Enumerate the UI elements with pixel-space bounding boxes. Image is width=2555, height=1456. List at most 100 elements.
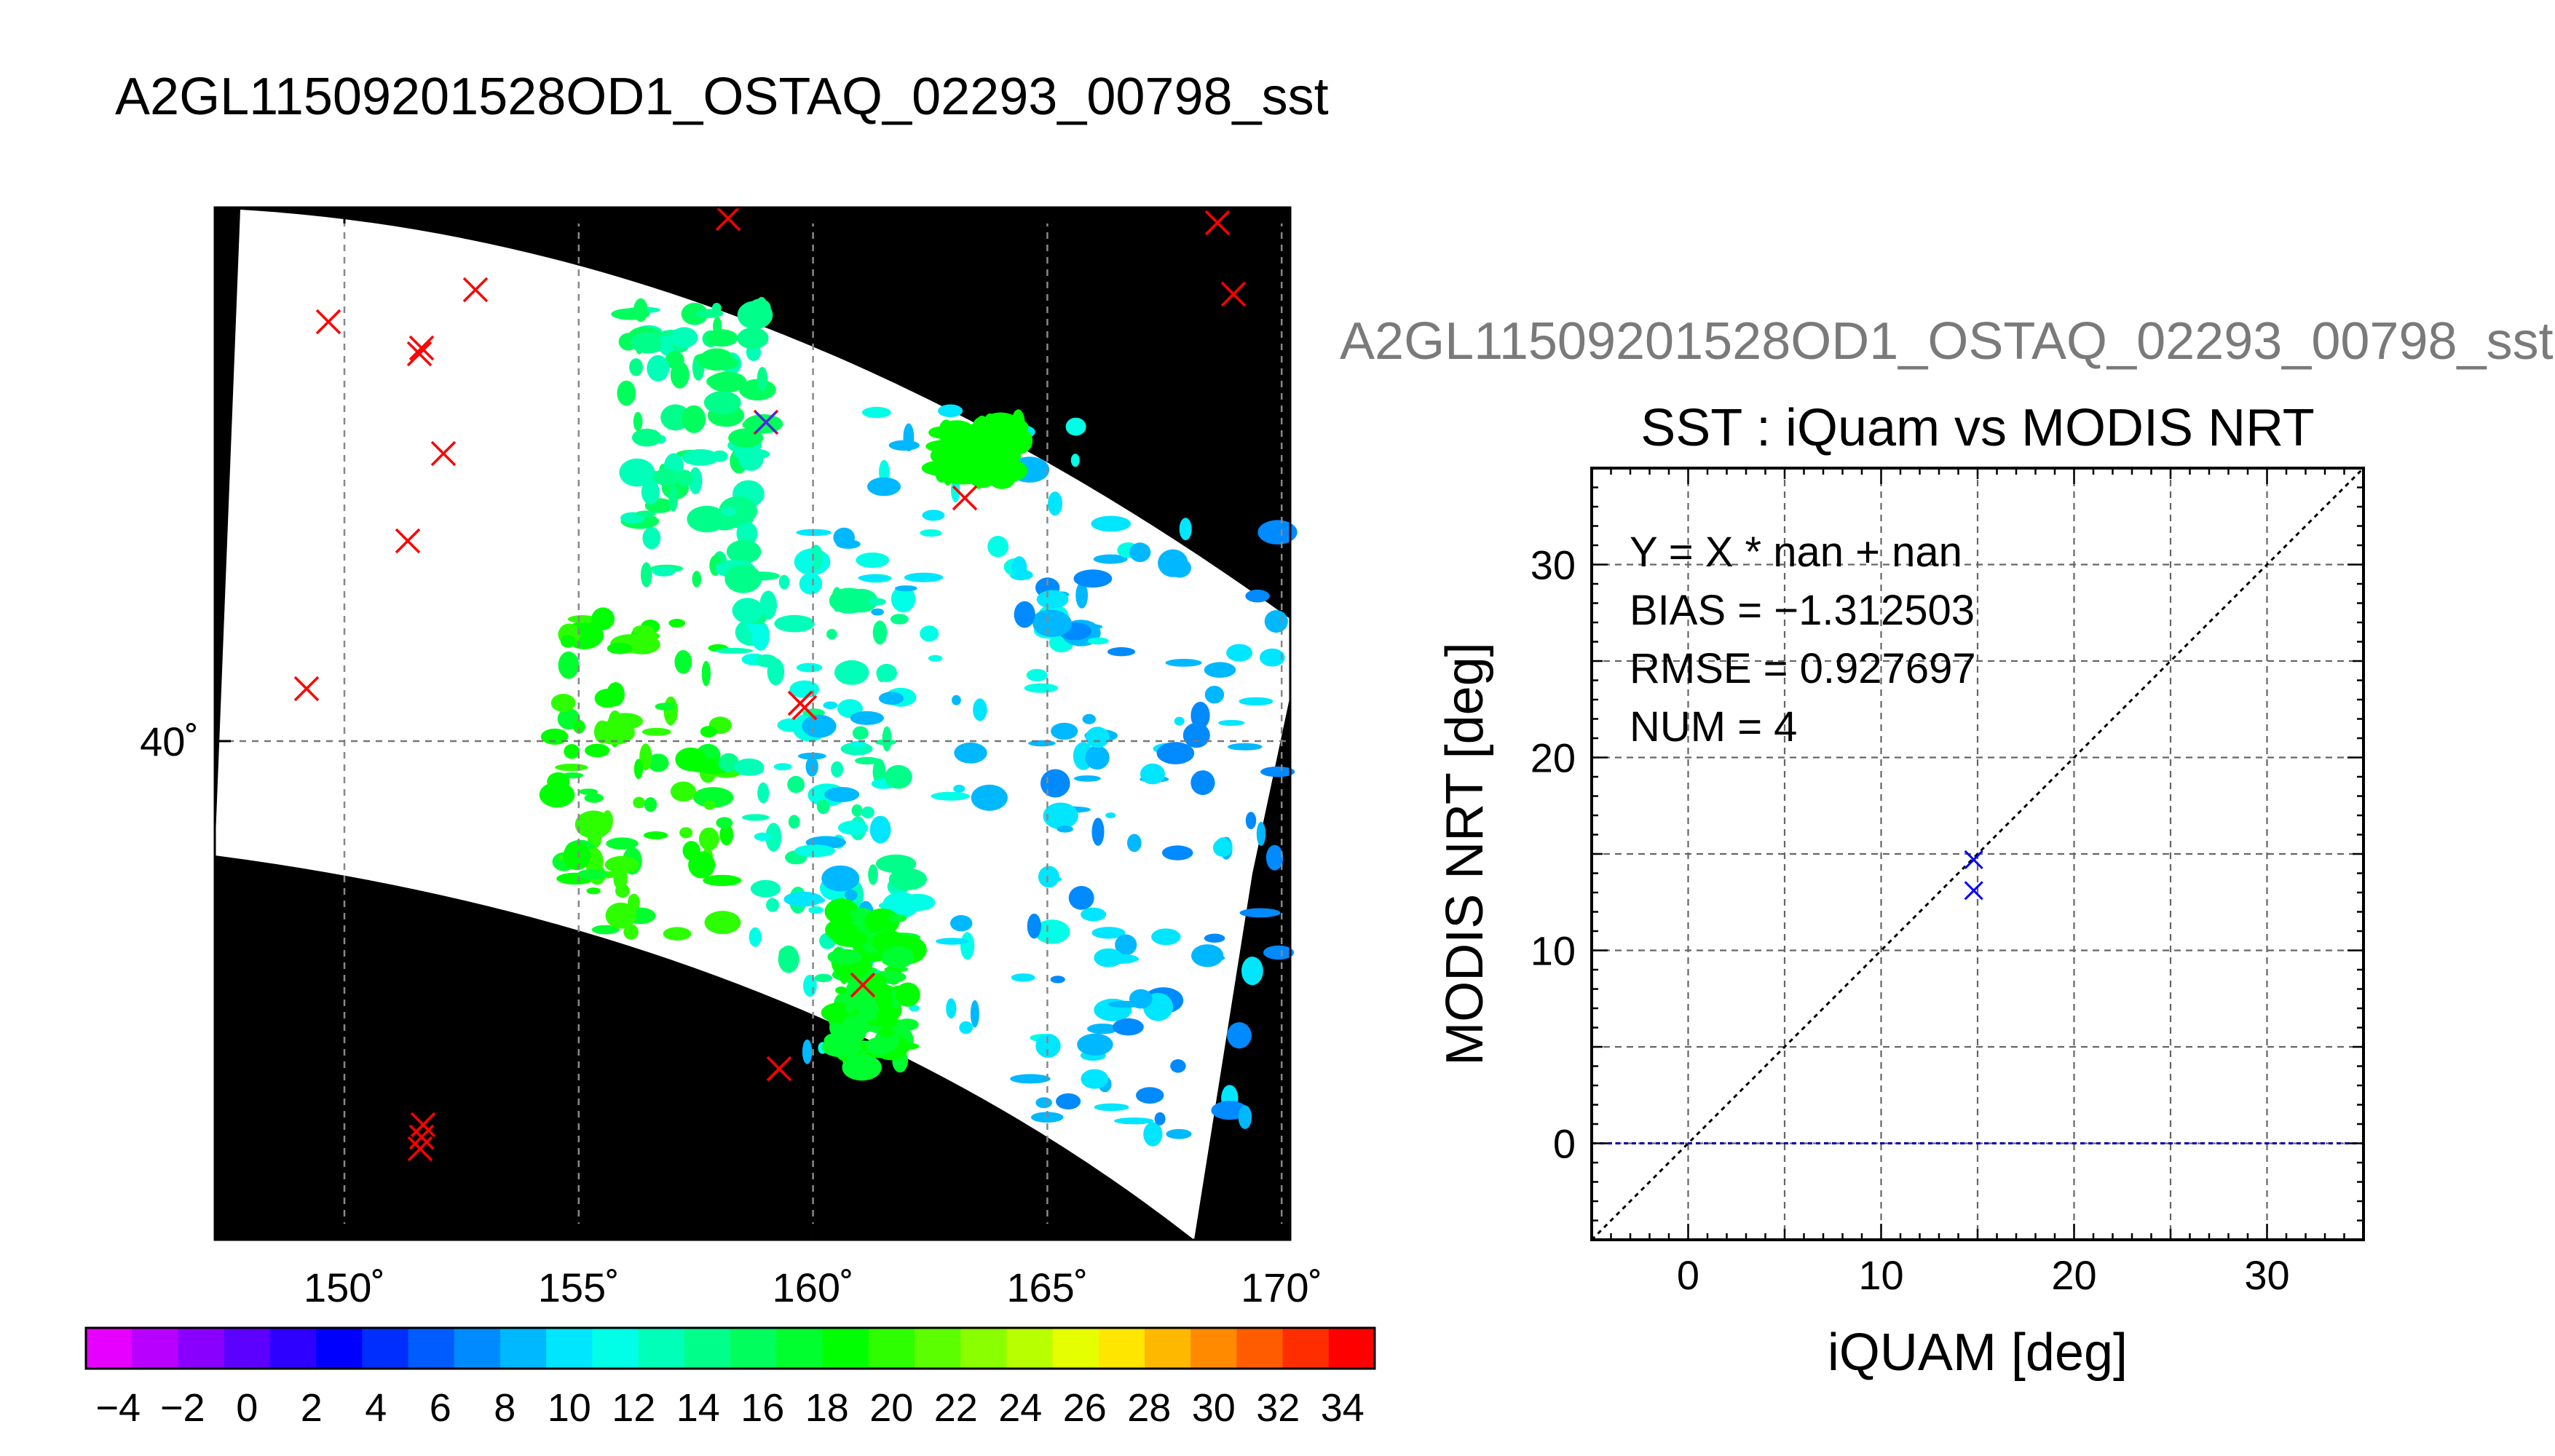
sst-patch <box>1050 976 1065 984</box>
sst-patch <box>1226 644 1253 662</box>
sst-patch <box>647 753 669 772</box>
sst-patch <box>617 380 636 406</box>
sst-patch <box>703 391 741 414</box>
sst-patch <box>778 574 790 590</box>
y-tick-label: 30 <box>1531 542 1576 588</box>
sst-patch <box>676 470 693 486</box>
buoy-marker <box>1220 281 1247 307</box>
sst-patch <box>774 614 815 633</box>
sst-patch <box>909 1005 920 1012</box>
sst-patch <box>604 855 639 874</box>
sst-patch <box>861 406 891 419</box>
sst-patch <box>1011 556 1027 579</box>
sst-patch <box>670 781 697 802</box>
colorbar-cell <box>592 1328 639 1369</box>
sst-patch <box>757 782 770 804</box>
sst-patch <box>842 1054 882 1081</box>
y-tick-label: 20 <box>1531 735 1576 781</box>
sst-patch <box>591 925 620 935</box>
sst-patch <box>1263 945 1295 960</box>
buoy-marker-stroke <box>715 205 741 232</box>
main-title: A2GL11509201528OD1_OSTAQ_02293_00798_sst <box>115 68 1329 126</box>
sst-patch <box>706 329 738 347</box>
lon-tick-label: 150˚ <box>304 1265 385 1310</box>
sst-patch <box>1087 1024 1118 1034</box>
colorbar-cell <box>638 1328 685 1369</box>
sst-patch <box>619 458 655 487</box>
sst-patch <box>1048 491 1062 516</box>
sst-patch <box>876 663 897 682</box>
sst-patch <box>1217 720 1245 726</box>
sst-patch <box>808 906 824 914</box>
sst-patch <box>640 562 652 587</box>
sst-patch <box>1107 647 1136 657</box>
sst-patch <box>724 564 762 593</box>
sst-patch <box>885 764 912 789</box>
sst-patch <box>682 449 719 466</box>
sst-patch <box>1081 1069 1109 1089</box>
sst-patch <box>1127 834 1142 852</box>
sst-patch <box>665 351 684 369</box>
sst-patch <box>834 660 869 685</box>
sst-patch <box>950 915 973 932</box>
stats-line: NUM = 4 <box>1630 703 1797 751</box>
sst-patch <box>606 837 639 850</box>
colorbar-cell <box>178 1328 225 1369</box>
sst-patch <box>1099 954 1139 964</box>
sst-patch <box>737 327 769 349</box>
sst-patch <box>1204 933 1225 943</box>
colorbar-tick-label: 24 <box>998 1386 1042 1430</box>
sst-patch <box>1113 1018 1144 1036</box>
sst-patch <box>983 427 1006 445</box>
colorbar-tick-label: −4 <box>96 1386 141 1430</box>
sst-patch <box>1245 589 1270 603</box>
sst-patch <box>613 866 628 890</box>
sst-patch <box>971 441 1006 461</box>
sst-patch <box>643 831 668 839</box>
sst-patch <box>1073 569 1113 588</box>
buoy-marker <box>850 972 876 998</box>
colorbar-tick-label: 30 <box>1192 1386 1236 1430</box>
colorbar-tick-label: 34 <box>1321 1386 1365 1430</box>
sst-patch <box>854 756 880 765</box>
sst-patch <box>920 625 939 642</box>
sst-patch <box>861 806 874 819</box>
sst-patch <box>1238 1105 1252 1129</box>
sst-patch <box>922 510 945 521</box>
sst-patch <box>1190 770 1215 796</box>
sst-patch <box>904 572 944 582</box>
sst-patch <box>605 902 636 929</box>
sst-patch <box>1158 549 1188 577</box>
sst-patch <box>668 485 679 512</box>
buoy-marker-stroke <box>408 1124 435 1150</box>
sst-patch <box>805 756 818 777</box>
sst-patch <box>970 1000 979 1028</box>
sst-patch <box>1129 542 1151 563</box>
sst-patch <box>703 874 742 887</box>
colorbar-cell <box>546 1328 593 1369</box>
sst-patch <box>681 302 708 325</box>
colorbar-cell <box>499 1328 547 1369</box>
sst-patch <box>563 842 591 871</box>
sst-patch <box>550 694 576 712</box>
sst-patch <box>835 986 848 994</box>
colorbar-cell <box>1328 1328 1375 1369</box>
buoy-marker <box>430 440 457 467</box>
sst-patch <box>840 1015 868 1044</box>
scatter-plot: SST : iQuam vs MODIS NRT 0 10 20 300102030 … <box>1436 399 2365 1382</box>
sst-patch <box>586 887 601 895</box>
sst-patch <box>814 973 833 983</box>
sst-patch <box>1174 716 1185 726</box>
sst-patch <box>816 799 830 815</box>
sst-patch <box>679 827 693 839</box>
sst-patch <box>1156 742 1195 764</box>
scatter-point <box>1964 850 1983 870</box>
sst-patch <box>1024 683 1059 693</box>
sst-patch <box>579 788 598 795</box>
sst-patch <box>796 662 823 673</box>
colorbar-cell <box>1282 1328 1330 1369</box>
sst-patch <box>1035 1097 1052 1109</box>
sst-patch <box>572 719 585 734</box>
sst-patch <box>1010 1074 1051 1084</box>
buoy-marker-blue <box>754 411 778 434</box>
